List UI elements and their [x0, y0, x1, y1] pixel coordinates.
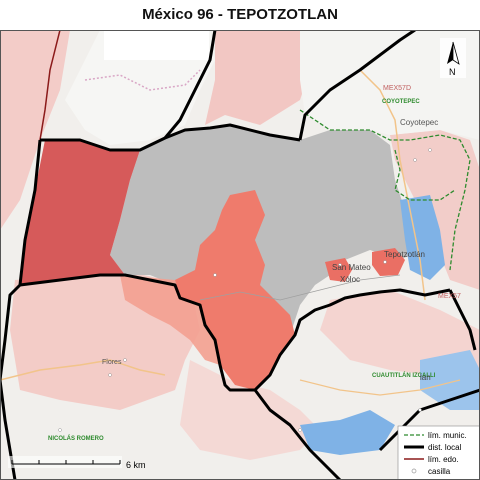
municipal-line-2: [394, 149, 456, 201]
road-pink-1: [84, 69, 201, 91]
area-pink-south: [180, 360, 320, 460]
municipality-gray: [110, 125, 420, 350]
area-white-patch: [104, 30, 209, 60]
label-xoloc: Xóloc: [340, 275, 360, 284]
area-blue-southeast: [300, 410, 395, 455]
road-orange-2: [359, 69, 426, 301]
district-line-4: [298, 30, 416, 141]
north-label: N: [449, 67, 456, 77]
area-pink-east: [390, 130, 480, 290]
legend-label-casilla: casilla: [428, 467, 451, 476]
legend-label-state: lím. edo.: [428, 455, 459, 464]
label-coyotepec-caps: COYOTEPEC: [382, 99, 420, 105]
legend: lím. munic. dist. local lím. edo. casill…: [397, 425, 480, 480]
label-san-mateo: San Mateo: [332, 263, 371, 272]
area-salmon-san-mateo: [325, 258, 352, 282]
map-title: México 96 - TEPOTZOTLAN: [142, 6, 338, 23]
area-salmon-band: [120, 275, 220, 365]
area-salmon-central: [175, 190, 295, 390]
district-line-3: [19, 273, 451, 392]
legend-swatch-casilla: [411, 468, 417, 474]
district-line-2: [0, 139, 42, 381]
label-nicolas-romero: NICOLÁS ROMERO: [48, 435, 104, 442]
legend-label-munic: lím. munic.: [428, 431, 467, 440]
label-lan: lan: [420, 373, 431, 382]
area-pink-west: [0, 30, 70, 230]
state-line: [39, 30, 61, 141]
north-arrow-icon: N: [440, 38, 466, 78]
district-line-6: [253, 389, 342, 480]
label-coyotepec: Coyotepec: [400, 118, 438, 127]
district-line-5: [448, 289, 477, 351]
label-mex57: MEX57: [438, 293, 461, 300]
road-orange-1: [0, 359, 166, 381]
area-salmon-tepotzotlan: [372, 248, 405, 276]
label-cuautitlan-izcalli: CUAUTITLÁN IZCALLI: [372, 372, 436, 379]
scale-bar: [8, 456, 122, 468]
scale-label: 6 km: [126, 460, 146, 470]
casilla-dots: [58, 148, 432, 432]
label-tepotzotlan: Tepotzotlán: [384, 250, 425, 259]
label-mex57d: MEX57D: [383, 85, 411, 92]
municipal-line-1: [299, 109, 471, 271]
area-white-northeast: [300, 30, 480, 140]
legend-label-district: dist. local: [428, 443, 462, 452]
road-gray-1: [199, 274, 401, 301]
district-line-9: [163, 30, 217, 139]
map-canvas[interactable]: MEX57D COYOTEPEC Coyotepec San Mateo Xól…: [0, 30, 480, 480]
district-line-1: [40, 123, 301, 152]
label-flores: Flores: [102, 359, 122, 366]
road-orange-3: [299, 379, 461, 396]
area-pink-northeast: [205, 30, 310, 125]
area-dark-red-west: [20, 140, 140, 285]
